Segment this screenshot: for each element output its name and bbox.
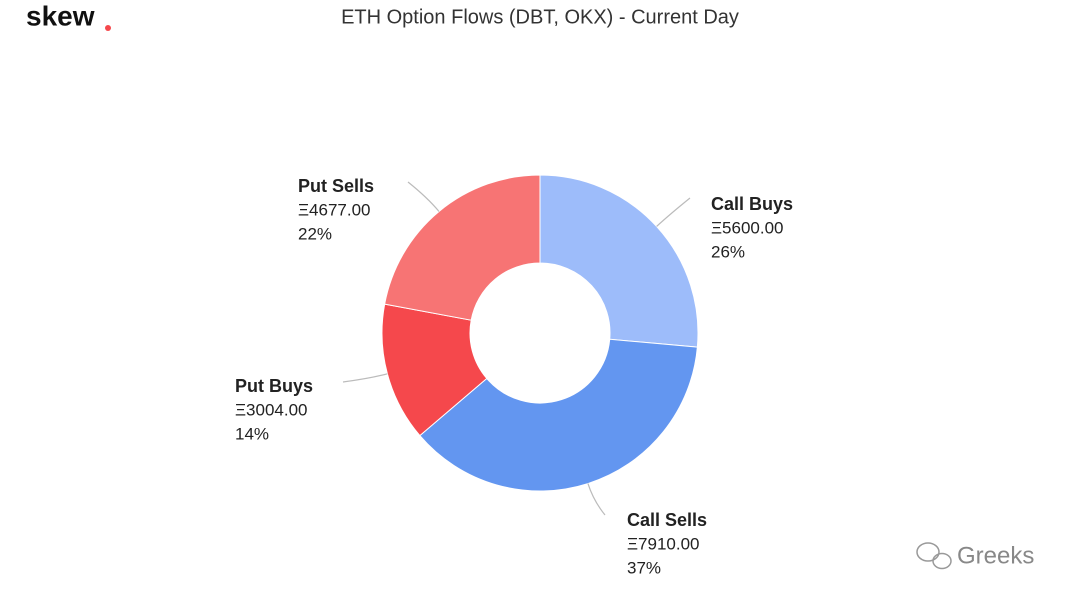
legend-label: Put Buys [235,376,313,396]
connector [656,197,691,227]
percent-label: 14% [235,424,269,443]
value-label: Ξ5600.00 [711,218,784,237]
connector [342,373,388,383]
watermark: Greeks [957,542,1034,569]
chart-title: ETH Option Flows (DBT, OKX) - Current Da… [341,6,739,28]
connector [407,181,440,212]
connector [587,483,606,516]
percent-label: 26% [711,242,745,261]
legend-label: Call Sells [627,510,707,530]
legend-label: Call Buys [711,194,793,214]
watermark-icon [916,542,952,570]
percent-label: 22% [298,224,332,243]
donut-segment [381,303,488,437]
legend-label: Put Sells [298,176,374,196]
value-label: Ξ3004.00 [235,400,308,419]
donut-segment [539,174,699,348]
donut-segment [384,174,541,321]
value-label: Ξ7910.00 [627,534,700,553]
logo-dot [105,25,111,31]
donut-segment [419,338,698,492]
value-label: Ξ4677.00 [298,200,371,219]
logo: skew [26,0,95,31]
percent-label: 37% [627,558,661,577]
